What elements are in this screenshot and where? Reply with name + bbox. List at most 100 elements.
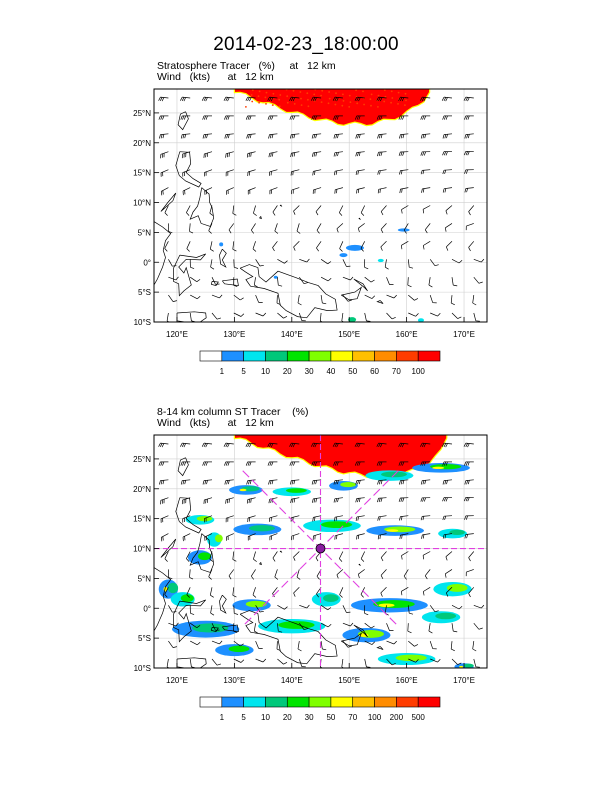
- wind-barb: [468, 587, 475, 598]
- intrusion-speckle: [286, 101, 289, 104]
- intrusion-speckle: [384, 95, 387, 98]
- intrusion-speckle: [251, 89, 254, 92]
- wind-barb: [320, 276, 332, 282]
- coastline: [353, 278, 368, 292]
- wind-barb: [186, 241, 191, 252]
- y-tick-label: 15°N: [133, 169, 151, 178]
- wind-barb: [339, 587, 344, 598]
- wind-barb: [311, 497, 322, 503]
- y-tick-label: 10°N: [133, 545, 151, 554]
- wind-barb: [311, 151, 322, 157]
- wind-barb: [277, 623, 283, 633]
- wind-barb: [268, 151, 278, 158]
- wind-barb: [429, 259, 439, 267]
- wind-barb: [320, 641, 327, 651]
- wind-barb: [211, 623, 220, 631]
- wind-barb: [251, 569, 256, 580]
- wind-barb: [164, 551, 169, 562]
- wind-barb: [296, 223, 301, 234]
- intrusion-speckle: [278, 105, 281, 108]
- coastline: [219, 594, 227, 614]
- coastline: [154, 567, 172, 632]
- intrusion-speckle: [356, 102, 359, 105]
- wind-barb: [380, 223, 387, 234]
- wind-barb: [289, 442, 300, 448]
- wind-barb: [428, 623, 433, 634]
- coastline: [173, 599, 206, 643]
- wind-barb: [442, 461, 452, 466]
- wind-barb: [160, 515, 169, 523]
- wind-barb: [364, 276, 375, 283]
- wind-barb: [168, 294, 177, 302]
- wind-barb: [190, 294, 201, 300]
- coastline: [189, 187, 215, 227]
- wind-barb: [464, 461, 474, 466]
- wind-barb: [293, 241, 300, 251]
- wind-barb: [299, 258, 310, 263]
- chart1-title: Stratosphere Tracer (%) at 12 km: [157, 60, 336, 72]
- wind-barb: [168, 640, 177, 648]
- wind-barb: [310, 96, 322, 102]
- chart1-subtitle: Wind (kts) at 12 km: [157, 71, 274, 83]
- colorbar-label: 10: [261, 713, 270, 722]
- wind-barb: [267, 115, 278, 120]
- wind-barb: [333, 133, 343, 139]
- wind-barb: [164, 205, 169, 216]
- map-background: [154, 89, 487, 322]
- wind-barb: [384, 259, 389, 270]
- wind-barb: [401, 205, 409, 214]
- x-tick-label: 140°E: [281, 330, 303, 339]
- wind-barb: [450, 295, 455, 306]
- wind-barb: [336, 223, 344, 233]
- coastline: [376, 646, 384, 650]
- wind-barb: [355, 479, 365, 485]
- wind-barb: [168, 605, 177, 613]
- intrusion-speckle: [370, 104, 372, 107]
- wind-barb: [233, 294, 244, 301]
- wind-barb: [442, 133, 453, 139]
- colorbar-swatch: [308, 696, 332, 708]
- intrusion-speckle: [349, 101, 352, 103]
- map-panel-column-st-tracer: 120°E 130°E 140°E 150°E 160°E 170°E 10°S 5°S 0° 5…: [133, 434, 488, 722]
- colorbar-label: 30: [305, 367, 314, 376]
- intrusion-speckle: [279, 94, 282, 96]
- wind-barb: [429, 640, 437, 650]
- wind-barb: [255, 658, 267, 663]
- intrusion-speckle: [377, 106, 379, 108]
- tracer-patch: [397, 228, 410, 232]
- tracer-patch-core: [395, 654, 427, 662]
- wind-barb: [356, 187, 365, 194]
- wind-barb: [269, 169, 278, 176]
- intrusion-speckle: [397, 103, 399, 105]
- wind-barb: [272, 205, 278, 216]
- wind-barb: [232, 551, 237, 562]
- wind-barb: [209, 587, 214, 598]
- wind-barb: [430, 312, 441, 317]
- wind-barb: [421, 187, 431, 193]
- wind-barb: [420, 479, 431, 485]
- wind-barb: [473, 258, 485, 263]
- wind-barb: [233, 605, 239, 615]
- wind-barb: [364, 294, 376, 299]
- wind-barb: [441, 96, 453, 102]
- wind-barb: [473, 622, 483, 630]
- wind-barb: [159, 479, 169, 485]
- colorbar-label: 200: [390, 713, 404, 722]
- intrusion-speckle: [328, 97, 331, 100]
- wind-barb: [442, 151, 453, 156]
- wind-barb: [255, 259, 264, 267]
- wind-barb: [209, 205, 214, 216]
- wind-barb: [299, 276, 308, 285]
- intrusion-speckle: [369, 98, 372, 101]
- map-panel-stratosphere-tracer: 120°E 130°E 140°E 150°E 160°E 170°E 10°S 5°S 0° 5…: [133, 88, 488, 376]
- wind-barb: [255, 605, 264, 613]
- wind-barb: [398, 442, 409, 448]
- colorbar-label: 20: [283, 367, 292, 376]
- wind-barb: [168, 223, 173, 234]
- wind-barb: [226, 187, 234, 195]
- colorbar-swatch: [199, 350, 223, 362]
- coastline: [177, 111, 189, 131]
- wind-barb: [420, 169, 431, 175]
- wind-barb: [445, 587, 453, 597]
- wind-barb: [316, 223, 322, 234]
